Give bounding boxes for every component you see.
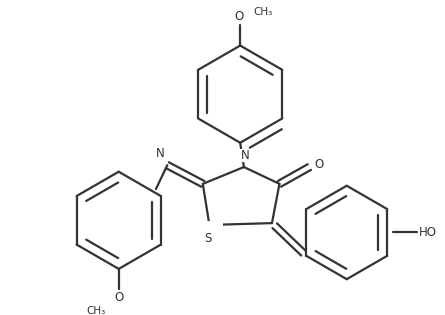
Text: N: N [240, 149, 249, 162]
Text: O: O [114, 291, 123, 304]
Text: CH₃: CH₃ [253, 7, 272, 17]
Text: CH₃: CH₃ [86, 306, 105, 315]
Text: O: O [235, 10, 244, 23]
Text: O: O [314, 158, 323, 171]
Text: N: N [156, 147, 165, 161]
Text: S: S [204, 232, 211, 245]
Text: HO: HO [419, 226, 437, 239]
